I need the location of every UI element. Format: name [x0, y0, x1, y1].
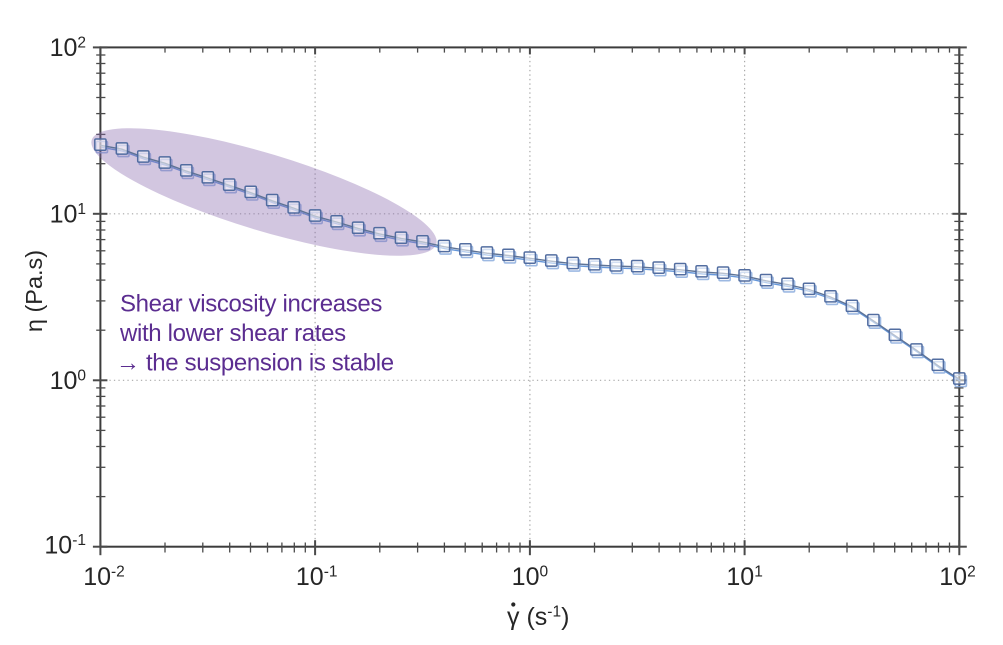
svg-text:→ the suspension is stable: → the suspension is stable: [116, 350, 394, 377]
svg-text:Shear viscosity increases: Shear viscosity increases: [120, 291, 382, 318]
svg-text:η (Pa.s): η (Pa.s): [21, 250, 47, 332]
svg-text:with lower shear rates: with lower shear rates: [119, 320, 346, 347]
